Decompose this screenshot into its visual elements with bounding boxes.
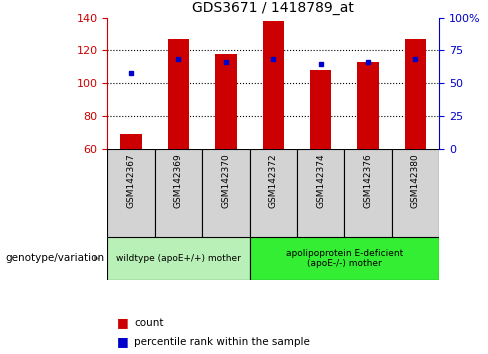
Text: count: count — [134, 318, 163, 328]
Bar — [121, 134, 142, 149]
Bar — [357, 62, 379, 149]
Text: percentile rank within the sample: percentile rank within the sample — [134, 337, 310, 347]
Bar — [263, 21, 284, 149]
Bar — [107, 237, 249, 280]
Text: genotype/variation: genotype/variation — [5, 253, 104, 263]
Text: ■: ■ — [117, 316, 129, 329]
Bar — [345, 149, 392, 237]
Bar — [405, 39, 426, 149]
Text: wildtype (apoE+/+) mother: wildtype (apoE+/+) mother — [116, 254, 241, 263]
Text: GSM142369: GSM142369 — [174, 153, 183, 208]
Bar — [168, 39, 189, 149]
Bar — [249, 149, 297, 237]
Text: ■: ■ — [117, 336, 129, 348]
Text: GSM142374: GSM142374 — [316, 153, 325, 208]
Bar — [297, 149, 345, 237]
Title: GDS3671 / 1418789_at: GDS3671 / 1418789_at — [192, 1, 354, 15]
Text: GSM142370: GSM142370 — [222, 153, 230, 208]
Bar — [249, 237, 439, 280]
Bar — [155, 149, 202, 237]
Bar — [392, 149, 439, 237]
Text: GSM142372: GSM142372 — [269, 153, 278, 208]
Text: GSM142380: GSM142380 — [411, 153, 420, 208]
Bar — [202, 149, 249, 237]
Bar — [215, 54, 237, 149]
Bar — [310, 70, 331, 149]
Text: GSM142367: GSM142367 — [126, 153, 136, 208]
Bar — [107, 149, 155, 237]
Text: apolipoprotein E-deficient
(apoE-/-) mother: apolipoprotein E-deficient (apoE-/-) mot… — [286, 249, 403, 268]
Text: GSM142376: GSM142376 — [364, 153, 373, 208]
